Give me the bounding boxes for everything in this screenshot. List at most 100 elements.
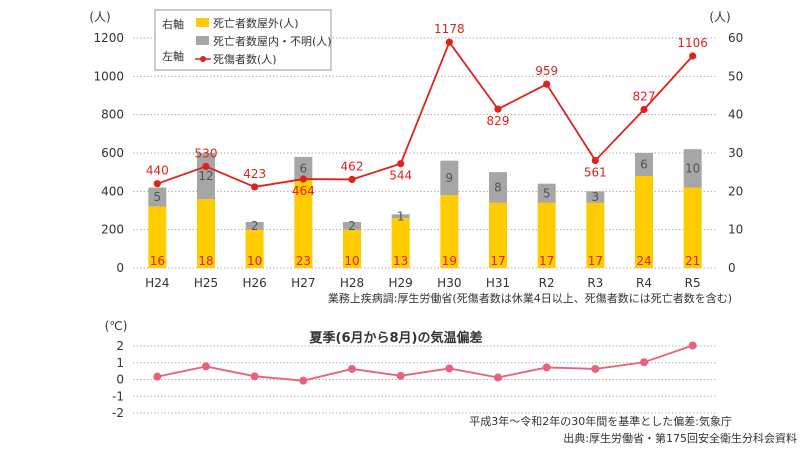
left-tick-label: 1200 — [93, 31, 124, 45]
temp-axis-unit: (℃) — [105, 319, 128, 333]
bar-outdoor-label: 19 — [442, 254, 457, 268]
bar-indoor-label: 5 — [154, 190, 162, 204]
casualties-point — [202, 162, 210, 171]
temp-point — [202, 362, 210, 371]
bar-outdoor-label: 13 — [393, 254, 408, 268]
bar-indoor — [634, 153, 654, 176]
temp-point — [591, 364, 600, 373]
right-tick-label: 0 — [728, 261, 736, 275]
right-tick-label: 30 — [728, 146, 743, 160]
temp-tick-label: 0 — [116, 373, 124, 387]
casualties-point — [689, 52, 697, 60]
casualties-data-label: 561 — [584, 165, 607, 179]
legend-group-left: 左軸 — [162, 49, 184, 63]
temp-point — [348, 364, 356, 373]
legend-label-casualties: 死傷者数(人) — [213, 52, 277, 66]
legend-swatch-indoor — [196, 36, 209, 45]
x-category-label: R2 — [539, 276, 555, 290]
casualties-point — [153, 180, 161, 188]
casualties-point — [640, 105, 648, 114]
casualties-point — [543, 80, 551, 88]
x-category-label: R4 — [636, 276, 652, 290]
left-axis-ticks: 1200 1000 800 600 400 200 0 — [93, 31, 124, 275]
bar-outdoor-label: 10 — [344, 254, 359, 268]
casualties-data-label: 827 — [633, 89, 656, 103]
casualties-point — [251, 183, 259, 191]
legend: 右軸 左軸 死亡者数屋外(人) 死亡者数屋内・不明(人) 死傷者数(人) — [154, 9, 332, 71]
bar-indoor-label: 8 — [494, 181, 502, 195]
left-tick-label: 400 — [101, 184, 124, 198]
left-tick-label: 800 — [101, 108, 124, 122]
x-category-label: H24 — [145, 276, 169, 290]
temp-baseline-note: 平成3年〜令和2年の30年間を基準とした偏差:気象庁 — [469, 414, 732, 428]
bar-outdoor-label: 21 — [685, 254, 700, 268]
legend-label-indoor: 死亡者数屋内・不明(人) — [213, 34, 332, 48]
temp-polyline — [157, 344, 693, 382]
bar-indoor — [488, 172, 508, 203]
temp-axis-ticks: 2 1 0 -1 -2 — [112, 339, 124, 420]
x-category-label: H30 — [437, 276, 461, 290]
bar-indoor-label: 1 — [397, 209, 405, 223]
casualties-point — [299, 175, 307, 183]
top-gridlines — [133, 37, 717, 269]
temp-point — [542, 363, 551, 372]
bar-indoor-label: 5 — [543, 186, 551, 200]
casualties-point — [494, 105, 502, 113]
x-category-label: H25 — [194, 276, 218, 290]
temp-tick-label: -1 — [112, 389, 124, 403]
bar-outdoor — [342, 229, 362, 268]
casualties-data-label: 544 — [389, 169, 412, 183]
bar-outdoor — [294, 179, 313, 268]
bar-outdoor — [537, 202, 556, 268]
bar-indoor-label: 6 — [640, 158, 648, 172]
temp-point — [640, 358, 648, 367]
casualties-data-label: 530 — [195, 146, 218, 160]
bar-outdoor — [245, 229, 264, 268]
temp-anomaly-line — [153, 341, 697, 385]
legend-label-outdoor: 死亡者数屋外(人) — [213, 16, 299, 30]
bar-outdoor — [391, 218, 410, 268]
bar-indoor — [342, 222, 362, 230]
bar-indoor — [148, 187, 167, 207]
casualties-point — [348, 175, 356, 184]
x-category-label: H29 — [389, 276, 413, 290]
casualties-data-label: 959 — [535, 64, 558, 78]
footer-source: 出典:厚生労働省・第175回安全衛生分科会資料 — [563, 431, 797, 445]
casualties-data-label: 1178 — [434, 22, 465, 36]
right-tick-label: 20 — [728, 184, 743, 198]
bar-indoor-label: 3 — [592, 190, 600, 204]
bar-indoor — [683, 149, 702, 188]
bar-indoor-label: 12 — [198, 169, 213, 183]
bar-indoor — [294, 156, 313, 180]
right-axis-ticks: 60 50 40 30 20 10 0 — [728, 31, 743, 275]
casualties-data-label: 440 — [146, 164, 169, 178]
temp-tick-label: -2 — [112, 406, 124, 420]
left-tick-label: 200 — [101, 223, 124, 237]
left-axis-unit: (人) — [89, 10, 110, 24]
bar-outdoor — [586, 202, 605, 268]
bar-indoor — [245, 222, 264, 230]
temp-point — [688, 341, 697, 350]
temp-point — [396, 371, 405, 380]
temp-point — [153, 372, 162, 381]
bar-outdoor — [440, 195, 459, 268]
casualties-point — [397, 160, 405, 168]
bar-indoor — [196, 153, 216, 199]
x-category-label: R5 — [685, 276, 701, 290]
legend-marker-casualties — [200, 56, 206, 62]
casualties-data-label: 829 — [487, 114, 510, 128]
bar-indoor-label: 2 — [251, 219, 259, 233]
right-tick-label: 40 — [728, 108, 743, 122]
temp-chart-title: 夏季(6月から8月)の気温偏差 — [309, 330, 483, 346]
casualties-data-label: 464 — [292, 184, 315, 198]
bar-indoor-label: 2 — [348, 219, 356, 233]
x-category-label: H31 — [486, 276, 510, 290]
bar-outdoor — [196, 199, 216, 268]
right-tick-label: 10 — [728, 223, 743, 237]
x-category-label: R3 — [587, 276, 603, 290]
temp-point — [299, 376, 308, 385]
legend-group-right: 右軸 — [162, 17, 184, 31]
x-category-label: H26 — [243, 276, 267, 290]
